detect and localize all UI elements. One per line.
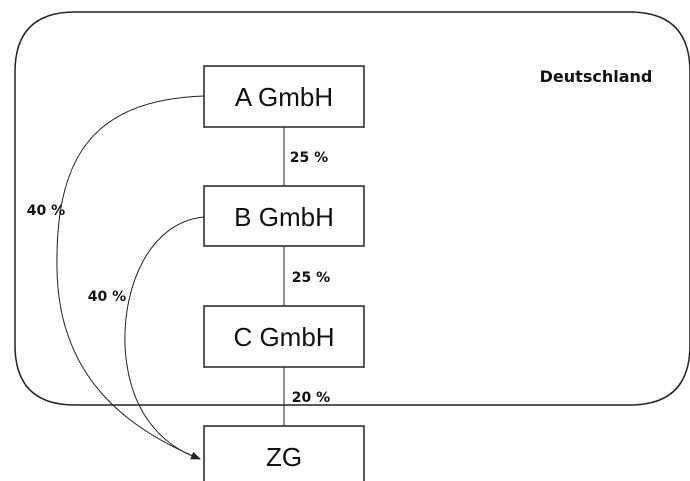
entity-label-b: B GmbH bbox=[234, 202, 334, 232]
curve-b-zg bbox=[124, 216, 205, 460]
entity-label-a: A GmbH bbox=[235, 82, 333, 112]
entity-box-b bbox=[203, 185, 365, 247]
entity-box-a bbox=[203, 65, 365, 128]
share-label-a-zg: 40 % bbox=[27, 203, 65, 219]
curve-a-zg bbox=[56, 95, 205, 460]
entity-label-c: C GmbH bbox=[233, 322, 334, 352]
share-label-a-b: 25 % bbox=[290, 150, 328, 166]
share-label-b-zg: 40 % bbox=[88, 289, 126, 305]
region-label: Deutschland bbox=[540, 67, 653, 86]
share-label-c-zg: 20 % bbox=[292, 390, 330, 406]
entity-box-c bbox=[203, 305, 365, 368]
entity-label-zg: ZG bbox=[266, 442, 302, 472]
entity-box-zg bbox=[203, 425, 365, 481]
region-boundary bbox=[14, 11, 690, 406]
share-label-b-c: 25 % bbox=[292, 270, 330, 286]
